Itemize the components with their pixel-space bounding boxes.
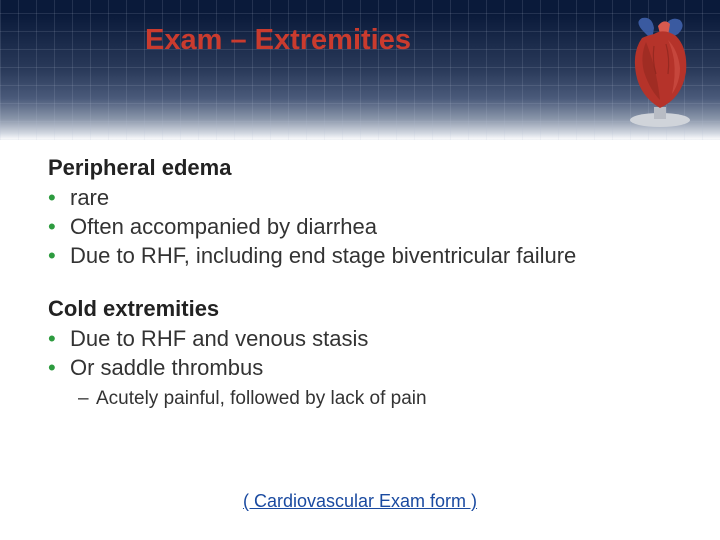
slide: Exam – Extremities Peripheral edema rare… (0, 0, 720, 540)
list-item: rare (48, 183, 700, 212)
sub-list-item-text: Acutely painful, followed by lack of pai… (96, 388, 427, 409)
bullet-list-2: Due to RHF and venous stasis Or saddle t… (48, 324, 700, 382)
list-item-text: Due to RHF, including end stage biventri… (70, 243, 576, 268)
title-main: Extremities (255, 24, 411, 56)
section-heading-cold-extremities: Cold extremities (48, 296, 700, 322)
list-item: Due to RHF and venous stasis (48, 324, 700, 353)
list-item-text: Often accompanied by diarrhea (70, 214, 377, 239)
list-item: Or saddle thrombus (48, 353, 700, 382)
title-prefix: Exam (145, 24, 230, 56)
heart-icon (614, 12, 706, 130)
sub-list-item: Acutely painful, followed by lack of pai… (78, 386, 700, 412)
list-item: Due to RHF, including end stage biventri… (48, 241, 700, 270)
header-band (0, 0, 720, 140)
section-heading-peripheral-edema: Peripheral edema (48, 155, 700, 181)
sub-bullet-list: Acutely painful, followed by lack of pai… (78, 386, 700, 412)
bullet-list-1: rare Often accompanied by diarrhea Due t… (48, 183, 700, 270)
title-dash: – (230, 24, 254, 56)
list-item-text: rare (70, 185, 109, 210)
content-area: Peripheral edema rare Often accompanied … (48, 155, 700, 412)
list-item-text: Due to RHF and venous stasis (70, 326, 368, 351)
list-item-text: Or saddle thrombus (70, 355, 263, 380)
list-item: Often accompanied by diarrhea (48, 212, 700, 241)
footer-link-line: ( Cardiovascular Exam form ) (0, 491, 720, 512)
slide-title: Exam – Extremities (145, 24, 411, 57)
cardiovascular-exam-form-link[interactable]: ( Cardiovascular Exam form ) (243, 491, 477, 511)
